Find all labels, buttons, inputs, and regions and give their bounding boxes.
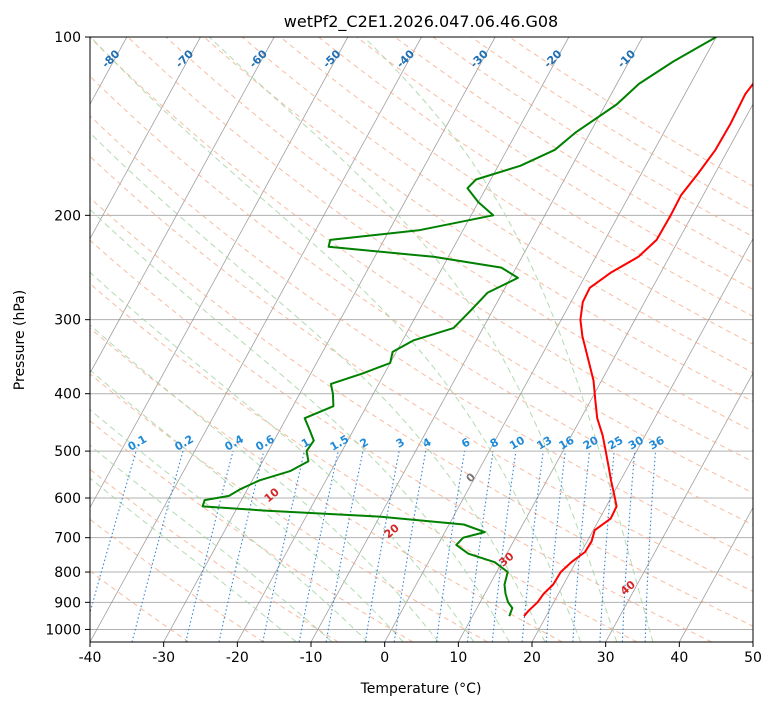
isotherm-line — [90, 37, 275, 374]
dry-adiabat-line — [90, 468, 339, 642]
y-tick-label: 500 — [54, 444, 81, 460]
x-tick-label: 0 — [380, 650, 389, 666]
y-tick-label: 900 — [54, 595, 81, 611]
x-tick-label: 20 — [523, 650, 541, 666]
isotherm-line — [236, 37, 570, 642]
x-tick-label: 30 — [597, 650, 615, 666]
y-tick-label: 400 — [54, 387, 81, 403]
mixing-ratio-line — [298, 450, 339, 642]
mixing-ratio-line — [185, 450, 234, 642]
dry-adiabat-line — [90, 75, 753, 526]
moist-adiabat-line — [363, 37, 654, 642]
isotherm-line — [384, 37, 717, 642]
plot-frame — [89, 36, 754, 643]
mixing-ratio-line — [131, 450, 184, 642]
moist-adiabat-line — [90, 409, 369, 642]
y-tick-label: 700 — [54, 531, 81, 547]
isotherm-line — [605, 372, 753, 642]
mixing-ratio-line — [435, 451, 466, 642]
x-axis-label: Temperature (°C) — [360, 681, 482, 697]
x-tick-label: 40 — [670, 650, 688, 666]
isotherm-line — [90, 37, 201, 240]
y-tick-label: 100 — [54, 30, 81, 46]
x-tick-label: -20 — [226, 650, 249, 666]
dry-adiabat-line — [90, 239, 712, 642]
mixing-ratio-line — [466, 451, 494, 642]
isotherm-line — [310, 37, 643, 642]
isotherm-line — [90, 37, 422, 642]
moist-adiabat-line — [90, 37, 582, 642]
dry-adiabat-line — [432, 37, 753, 238]
mixing-ratio-line — [521, 451, 544, 642]
moist-adiabat-line — [208, 37, 618, 642]
moist-adiabat-line — [90, 271, 475, 642]
isotherm-line — [531, 237, 753, 642]
moist-adiabat-line — [90, 208, 510, 642]
x-tick-label: -30 — [152, 650, 175, 666]
temperature-profile-line — [523, 82, 753, 617]
dry-adiabat-line — [90, 197, 753, 627]
moist-adiabat-line — [90, 132, 546, 642]
mixing-ratio-line — [393, 451, 427, 642]
dry-adiabat-line — [203, 37, 753, 403]
dry-adiabat-line — [394, 37, 753, 264]
dry-adiabat-line — [90, 115, 753, 559]
moist-adiabat-line — [90, 477, 297, 642]
mixing-ratio-line — [218, 450, 265, 642]
dry-adiabat-line — [241, 37, 753, 374]
moist-adiabat-line — [90, 324, 439, 642]
mixing-ratio-line — [325, 450, 364, 642]
mixing-ratio-line — [491, 451, 517, 642]
dry-adiabat-line — [90, 327, 563, 642]
moist-adiabat-line — [90, 444, 333, 642]
y-tick-label: 600 — [54, 491, 81, 507]
isotherm-line — [90, 37, 349, 509]
chart-title: wetPf2_C2E1.2026.047.06.46.G08 — [284, 12, 558, 32]
isotherm-line — [457, 103, 753, 642]
dewpoint-profile-line — [201, 37, 717, 617]
y-tick-label: 200 — [54, 208, 81, 224]
y-axis-label: Pressure (hPa) — [12, 290, 28, 390]
dry-adiabat-line — [90, 155, 753, 592]
y-tick-label: 800 — [54, 565, 81, 581]
dry-adiabat-line — [90, 420, 414, 642]
x-tick-label: 10 — [449, 650, 467, 666]
mixing-ratio-line — [364, 450, 400, 642]
dry-adiabat-line — [90, 282, 638, 642]
y-tick-label: 300 — [54, 313, 81, 329]
mixing-ratio-line — [90, 450, 137, 615]
mixing-ratio-line — [262, 450, 305, 642]
y-tick-label: 1000 — [45, 622, 81, 638]
x-tick-label: 50 — [744, 650, 762, 666]
isotherm-line — [678, 506, 753, 642]
dry-adiabat-line — [165, 37, 753, 432]
dry-adiabat-line — [280, 37, 753, 345]
x-tick-label: -10 — [300, 650, 323, 666]
x-tick-label: -40 — [79, 650, 102, 666]
isotherm-line — [163, 37, 496, 642]
